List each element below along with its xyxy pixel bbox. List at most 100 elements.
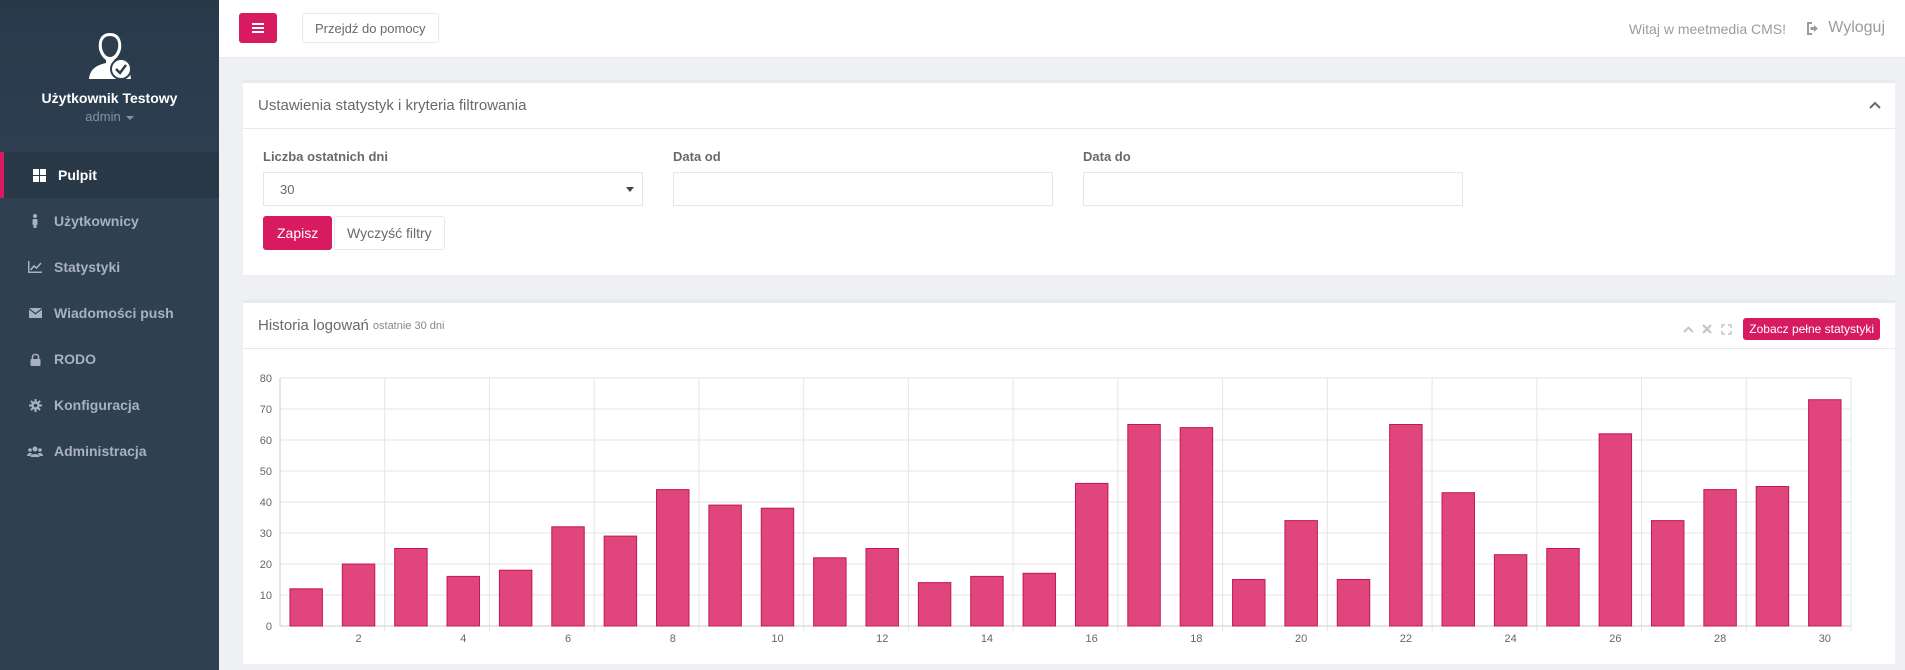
sidebar-item-statystyki[interactable]: Statystyki [0, 244, 219, 290]
profile-name: Użytkownik Testowy [41, 90, 178, 106]
chart-bar [603, 535, 638, 627]
user-avatar-icon[interactable] [84, 30, 136, 82]
chart-bar [1493, 554, 1528, 627]
sidebar-nav: Pulpit Użytkownicy Statystyki Wiadomości… [0, 152, 219, 474]
chart-bar [1808, 399, 1842, 627]
help-button[interactable]: Przejdź do pomocy [302, 13, 439, 43]
chart-bar [1650, 520, 1685, 627]
x-tick-label: 10 [771, 633, 783, 645]
chart-bar [865, 548, 899, 627]
save-button[interactable]: Zapisz [263, 216, 333, 250]
sidebar-item-rodo[interactable]: RODO [0, 336, 219, 382]
y-tick-label: 70 [260, 404, 272, 416]
x-tick-label: 6 [565, 633, 571, 645]
menu-toggle-button[interactable] [239, 13, 277, 43]
chart-bar [917, 582, 952, 627]
sidebar-item-pulpit[interactable]: Pulpit [0, 152, 219, 198]
y-tick-label: 80 [260, 373, 272, 385]
welcome-message: Witaj w meetmedia CMS! [1628, 21, 1786, 37]
chart-bar [498, 569, 533, 627]
login-history-panel: Historia logowań ostatnie 30 dni Zobacz … [243, 300, 1895, 664]
chart-bar [446, 575, 481, 627]
chart-bar [1284, 520, 1318, 627]
y-tick-label: 50 [260, 466, 272, 478]
top-navbar: Przejdź do pomocy Witaj w meetmedia CMS!… [219, 0, 1905, 58]
login-history-subtitle: ostatnie 30 dni [372, 319, 445, 332]
gear-icon [26, 398, 44, 412]
x-tick-label: 16 [1086, 633, 1098, 645]
x-tick-label: 22 [1400, 633, 1412, 645]
y-tick-label: 0 [266, 621, 272, 633]
chevron-up-icon[interactable] [1680, 321, 1696, 337]
sidebar-item-label: Wiadomości push [54, 305, 174, 321]
chart-bar [760, 507, 795, 627]
sidebar-item-label: RODO [54, 351, 96, 367]
y-tick-label: 30 [260, 528, 272, 540]
x-tick-label: 20 [1295, 633, 1307, 645]
hamburger-icon [252, 23, 264, 33]
date-to-input[interactable] [1083, 172, 1463, 206]
chart-bar [1389, 424, 1423, 627]
sidebar-item-label: Statystyki [54, 259, 121, 275]
x-tick-label: 2 [355, 633, 361, 645]
filters-panel: Ustawienia statystyk i kryteria filtrowa… [243, 80, 1895, 275]
y-tick-label: 60 [260, 435, 272, 447]
panel-tools: Zobacz pełne statystyki [1680, 318, 1880, 340]
sidebar-item-label: Konfiguracja [54, 397, 140, 413]
x-tick-label: 30 [1819, 633, 1831, 645]
x-tick-label: 12 [876, 633, 888, 645]
chart-bar [1022, 572, 1057, 627]
date-from-input[interactable] [673, 172, 1053, 206]
close-icon[interactable] [1699, 321, 1715, 337]
dropdown-arrow-icon [626, 187, 634, 192]
date-to-label: Data do [1083, 149, 1131, 164]
chart-bar [1598, 433, 1633, 627]
sign-out-icon [1807, 21, 1819, 35]
chart-bar [1441, 492, 1475, 627]
chart-bar [813, 557, 847, 627]
sidebar-item-konfiguracja[interactable]: Konfiguracja [0, 382, 219, 428]
chart-bar [1703, 489, 1737, 627]
sidebar-item-label: Użytkownicy [54, 213, 139, 229]
chart-bar [1074, 482, 1109, 627]
caret-down-icon [125, 115, 134, 120]
sidebar-item-administracja[interactable]: Administracja [0, 428, 219, 474]
chart-bar [1755, 486, 1790, 627]
x-tick-label: 26 [1609, 633, 1621, 645]
line-chart-icon [26, 260, 44, 274]
days-field: Liczba ostatnich dni 30 [263, 149, 643, 206]
chart-bar [708, 504, 742, 627]
x-tick-label: 4 [460, 633, 466, 645]
days-label: Liczba ostatnich dni [263, 149, 388, 164]
chart-bar [1232, 579, 1266, 627]
sidebar-item-label: Administracja [54, 443, 147, 459]
chevron-up-icon[interactable] [1869, 101, 1881, 109]
profile-role-dropdown[interactable]: admin [0, 109, 219, 124]
filters-panel-header: Ustawienia statystyk i kryteria filtrowa… [243, 83, 1895, 129]
days-select[interactable]: 30 [263, 172, 643, 206]
full-stats-button[interactable]: Zobacz pełne statystyki [1743, 318, 1880, 340]
x-tick-label: 18 [1190, 633, 1202, 645]
chart-bar [289, 588, 323, 627]
login-history-header: Historia logowań ostatnie 30 dni Zobacz … [243, 303, 1895, 349]
login-history-title: Historia logowań [258, 317, 369, 334]
logout-link[interactable]: Wyloguj [1806, 19, 1885, 37]
date-from-field: Data od [673, 149, 1053, 206]
date-from-label: Data od [673, 149, 721, 164]
sidebar-item-uzytkownicy[interactable]: Użytkownicy [0, 198, 219, 244]
date-to-field: Data do [1083, 149, 1463, 206]
expand-icon[interactable] [1718, 321, 1734, 337]
chart-bar [551, 526, 585, 627]
profile-role-label: admin [85, 109, 121, 124]
logout-label: Wyloguj [1828, 19, 1885, 36]
sidebar-item-wiadomosci-push[interactable]: Wiadomości push [0, 290, 219, 336]
chart-bar [656, 489, 690, 627]
sidebar: Użytkownik Testowy admin Pulpit Użytkown… [0, 0, 219, 670]
y-tick-label: 10 [260, 590, 272, 602]
profile-area: Użytkownik Testowy admin [0, 0, 219, 152]
x-tick-label: 24 [1504, 633, 1516, 645]
envelope-icon [26, 306, 44, 320]
filters-panel-title: Ustawienia statystyk i kryteria filtrowa… [258, 97, 527, 114]
clear-filters-button[interactable]: Wyczyść filtry [334, 216, 445, 250]
